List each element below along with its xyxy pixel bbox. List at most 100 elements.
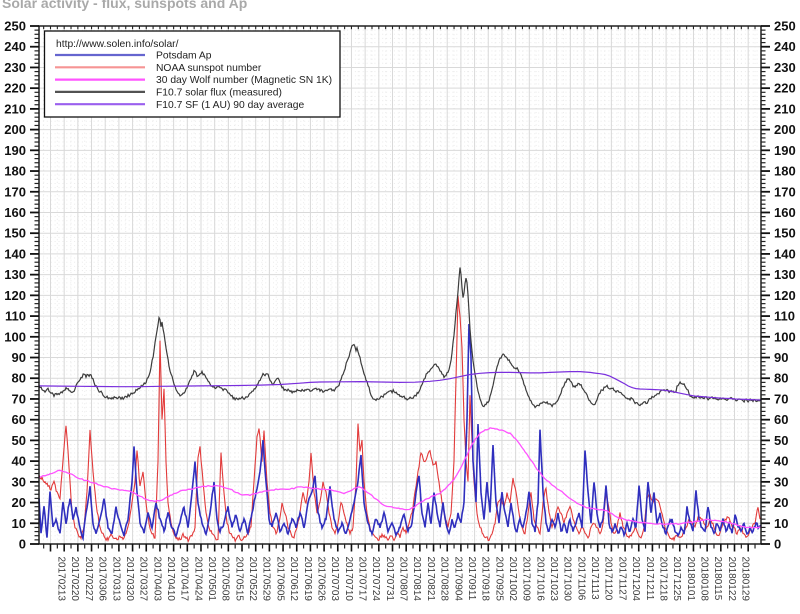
svg-text:20171023: 20171023 bbox=[548, 557, 559, 602]
svg-text:160: 160 bbox=[4, 205, 26, 220]
svg-text:20180101: 20180101 bbox=[685, 557, 696, 602]
svg-text:20170626: 20170626 bbox=[315, 557, 326, 602]
svg-text:20170508: 20170508 bbox=[220, 557, 231, 602]
svg-text:20170220: 20170220 bbox=[69, 557, 80, 602]
svg-text:20170918: 20170918 bbox=[480, 557, 491, 602]
svg-text:30: 30 bbox=[774, 474, 788, 489]
svg-text:110: 110 bbox=[5, 309, 26, 324]
svg-text:240: 240 bbox=[4, 39, 26, 54]
svg-text:20170213: 20170213 bbox=[56, 557, 67, 602]
svg-text:http://www.solen.info/solar/: http://www.solen.info/solar/ bbox=[56, 39, 179, 50]
svg-text:30 day Wolf number (Magnetic S: 30 day Wolf number (Magnetic SN 1K) bbox=[156, 75, 332, 86]
svg-text:20170828: 20170828 bbox=[439, 557, 450, 602]
svg-text:230: 230 bbox=[4, 60, 26, 75]
svg-text:20180108: 20180108 bbox=[698, 557, 709, 602]
svg-text:20170807: 20170807 bbox=[398, 557, 409, 602]
svg-text:20171120: 20171120 bbox=[603, 557, 614, 601]
svg-text:0: 0 bbox=[19, 537, 26, 552]
svg-text:20171204: 20171204 bbox=[630, 557, 641, 602]
svg-text:160: 160 bbox=[774, 205, 796, 220]
svg-text:40: 40 bbox=[774, 454, 788, 469]
svg-text:20170515: 20170515 bbox=[233, 557, 244, 602]
svg-text:80: 80 bbox=[774, 371, 788, 386]
svg-text:20170529: 20170529 bbox=[261, 557, 272, 602]
svg-text:250: 250 bbox=[4, 19, 26, 34]
svg-text:140: 140 bbox=[4, 246, 26, 261]
svg-text:30: 30 bbox=[12, 474, 26, 489]
svg-text:20180122: 20180122 bbox=[726, 557, 737, 602]
svg-text:190: 190 bbox=[4, 143, 26, 158]
svg-text:20170424: 20170424 bbox=[192, 557, 203, 602]
svg-text:50: 50 bbox=[774, 433, 788, 448]
svg-text:F10.7 solar flux (measured): F10.7 solar flux (measured) bbox=[156, 88, 282, 99]
svg-text:20171218: 20171218 bbox=[657, 557, 668, 602]
svg-text:20171127: 20171127 bbox=[616, 557, 627, 601]
svg-text:20180115: 20180115 bbox=[712, 557, 723, 601]
svg-text:120: 120 bbox=[774, 288, 796, 303]
svg-text:170: 170 bbox=[4, 184, 26, 199]
svg-text:190: 190 bbox=[774, 143, 796, 158]
svg-text:210: 210 bbox=[774, 101, 796, 116]
svg-text:20170821: 20170821 bbox=[425, 557, 436, 602]
svg-text:220: 220 bbox=[774, 81, 796, 96]
svg-text:40: 40 bbox=[12, 454, 26, 469]
svg-text:0: 0 bbox=[774, 537, 781, 552]
svg-text:20170403: 20170403 bbox=[151, 557, 162, 602]
svg-text:20170410: 20170410 bbox=[165, 557, 176, 602]
svg-text:20170306: 20170306 bbox=[97, 557, 108, 602]
svg-text:10: 10 bbox=[774, 516, 788, 531]
svg-text:230: 230 bbox=[774, 60, 796, 75]
svg-text:140: 140 bbox=[774, 246, 796, 261]
svg-text:210: 210 bbox=[4, 101, 26, 116]
svg-text:Solar activity - flux, sunspot: Solar activity - flux, sunspots and Ap bbox=[2, 0, 247, 11]
svg-text:20: 20 bbox=[12, 495, 26, 510]
svg-text:20170320: 20170320 bbox=[124, 557, 135, 602]
svg-text:150: 150 bbox=[4, 226, 26, 241]
svg-text:20171002: 20171002 bbox=[507, 557, 518, 602]
svg-text:20171106: 20171106 bbox=[575, 557, 586, 601]
svg-text:170: 170 bbox=[774, 184, 796, 199]
svg-text:20170814: 20170814 bbox=[411, 557, 422, 602]
svg-text:120: 120 bbox=[4, 288, 26, 303]
svg-text:20170612: 20170612 bbox=[288, 557, 299, 602]
svg-text:220: 220 bbox=[4, 81, 26, 96]
svg-text:60: 60 bbox=[774, 412, 788, 427]
svg-text:60: 60 bbox=[12, 412, 26, 427]
svg-text:180: 180 bbox=[774, 164, 796, 179]
svg-text:110: 110 bbox=[774, 309, 795, 324]
svg-text:130: 130 bbox=[4, 267, 26, 282]
svg-text:80: 80 bbox=[12, 371, 26, 386]
svg-text:20170911: 20170911 bbox=[466, 557, 477, 601]
svg-text:200: 200 bbox=[4, 122, 26, 137]
svg-text:20170925: 20170925 bbox=[493, 557, 504, 602]
svg-text:20171030: 20171030 bbox=[562, 557, 573, 602]
svg-text:20: 20 bbox=[774, 495, 788, 510]
svg-text:20171225: 20171225 bbox=[671, 557, 682, 602]
svg-text:20170313: 20170313 bbox=[110, 557, 121, 602]
svg-text:Potsdam Ap: Potsdam Ap bbox=[156, 51, 212, 62]
svg-text:20170731: 20170731 bbox=[384, 557, 395, 602]
svg-text:20170227: 20170227 bbox=[83, 557, 94, 602]
svg-text:200: 200 bbox=[774, 122, 796, 137]
svg-text:180: 180 bbox=[4, 164, 26, 179]
svg-text:20170710: 20170710 bbox=[343, 557, 354, 602]
svg-text:F10.7 SF (1 AU) 90 day average: F10.7 SF (1 AU) 90 day average bbox=[156, 100, 305, 111]
svg-text:20170501: 20170501 bbox=[206, 557, 217, 602]
svg-text:70: 70 bbox=[12, 392, 26, 407]
svg-text:150: 150 bbox=[774, 226, 796, 241]
svg-text:20170724: 20170724 bbox=[370, 557, 381, 602]
svg-text:100: 100 bbox=[4, 329, 26, 344]
svg-text:100: 100 bbox=[774, 329, 796, 344]
svg-text:20180129: 20180129 bbox=[740, 557, 751, 602]
svg-text:50: 50 bbox=[12, 433, 26, 448]
svg-text:250: 250 bbox=[774, 19, 796, 34]
svg-text:NOAA sunspot number: NOAA sunspot number bbox=[156, 63, 262, 74]
svg-text:10: 10 bbox=[12, 516, 26, 531]
svg-text:20171211: 20171211 bbox=[644, 557, 655, 601]
svg-text:20170417: 20170417 bbox=[179, 557, 190, 602]
svg-text:20171016: 20171016 bbox=[534, 557, 545, 602]
svg-text:20170904: 20170904 bbox=[452, 557, 463, 602]
svg-text:20170717: 20170717 bbox=[356, 557, 367, 602]
svg-text:20170619: 20170619 bbox=[302, 557, 313, 602]
svg-text:20170703: 20170703 bbox=[329, 557, 340, 602]
